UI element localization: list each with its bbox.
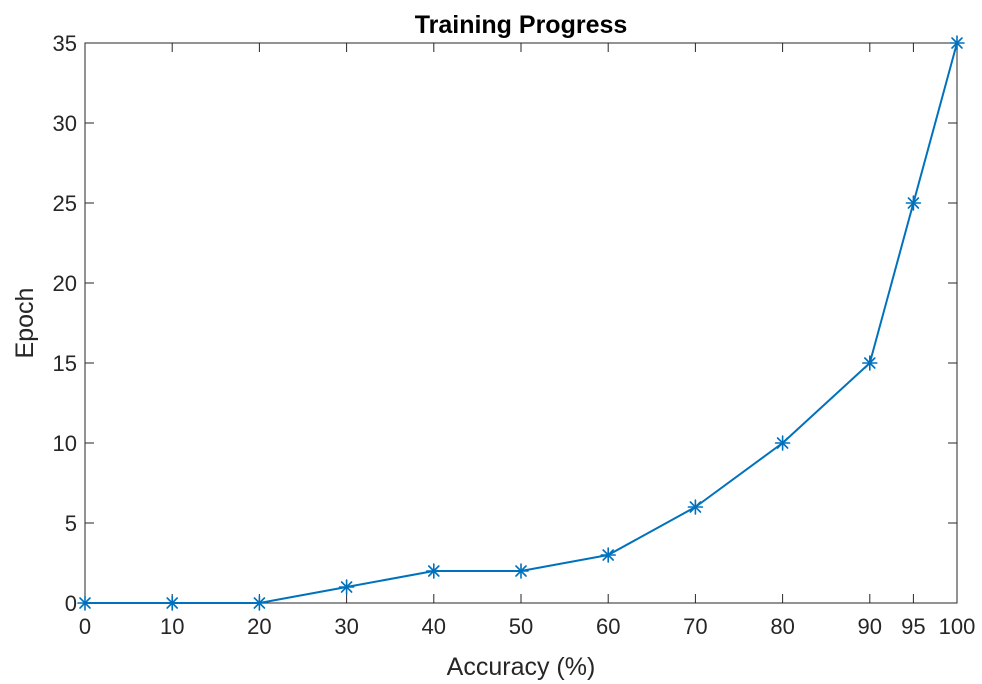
- x-tick-label: 40: [422, 614, 446, 639]
- x-tick-label: 60: [596, 614, 620, 639]
- y-tick-label: 5: [65, 511, 77, 536]
- y-axis-ticks: 0 5 10 15 20 25 30 35: [53, 31, 957, 616]
- x-tick-label: 100: [939, 614, 976, 639]
- y-axis-label: Epoch: [11, 288, 39, 359]
- data-point-marker: [774, 435, 791, 451]
- chart-title: Training Progress: [415, 11, 628, 39]
- x-tick-label: 90: [858, 614, 882, 639]
- x-tick-label: 50: [509, 614, 533, 639]
- x-axis-label: Accuracy (%): [447, 653, 596, 681]
- series-layer: [77, 35, 965, 611]
- data-point-marker: [425, 563, 442, 579]
- data-point-marker: [949, 35, 965, 51]
- x-tick-label: 70: [683, 614, 707, 639]
- data-point-marker: [251, 595, 268, 611]
- data-point-marker: [905, 195, 922, 211]
- y-tick-label: 35: [53, 31, 77, 56]
- series-line: [85, 42, 958, 604]
- x-tick-label: 10: [160, 614, 184, 639]
- data-point-marker: [861, 355, 878, 371]
- x-tick-label: 80: [770, 614, 794, 639]
- plot-area: [84, 42, 958, 604]
- y-tick-label: 10: [53, 431, 77, 456]
- data-point-marker: [513, 563, 529, 579]
- x-tick-label: 20: [247, 614, 271, 639]
- data-point-marker: [600, 547, 617, 563]
- y-tick-label: 15: [53, 351, 77, 376]
- x-tick-label: 30: [334, 614, 358, 639]
- data-point-marker: [77, 595, 93, 611]
- x-axis-ticks: 0 10 20 30 40 50 60 70 80 90 95 100: [79, 43, 975, 639]
- y-tick-label: 30: [53, 111, 77, 136]
- y-tick-label: 20: [53, 271, 77, 296]
- x-tick-label: 95: [901, 614, 925, 639]
- x-tick-label: 0: [79, 614, 91, 639]
- y-tick-label: 25: [53, 191, 77, 216]
- data-point-marker: [164, 595, 180, 611]
- data-point-marker: [687, 499, 704, 515]
- y-tick-label: 0: [65, 591, 77, 616]
- data-point-marker: [338, 579, 355, 595]
